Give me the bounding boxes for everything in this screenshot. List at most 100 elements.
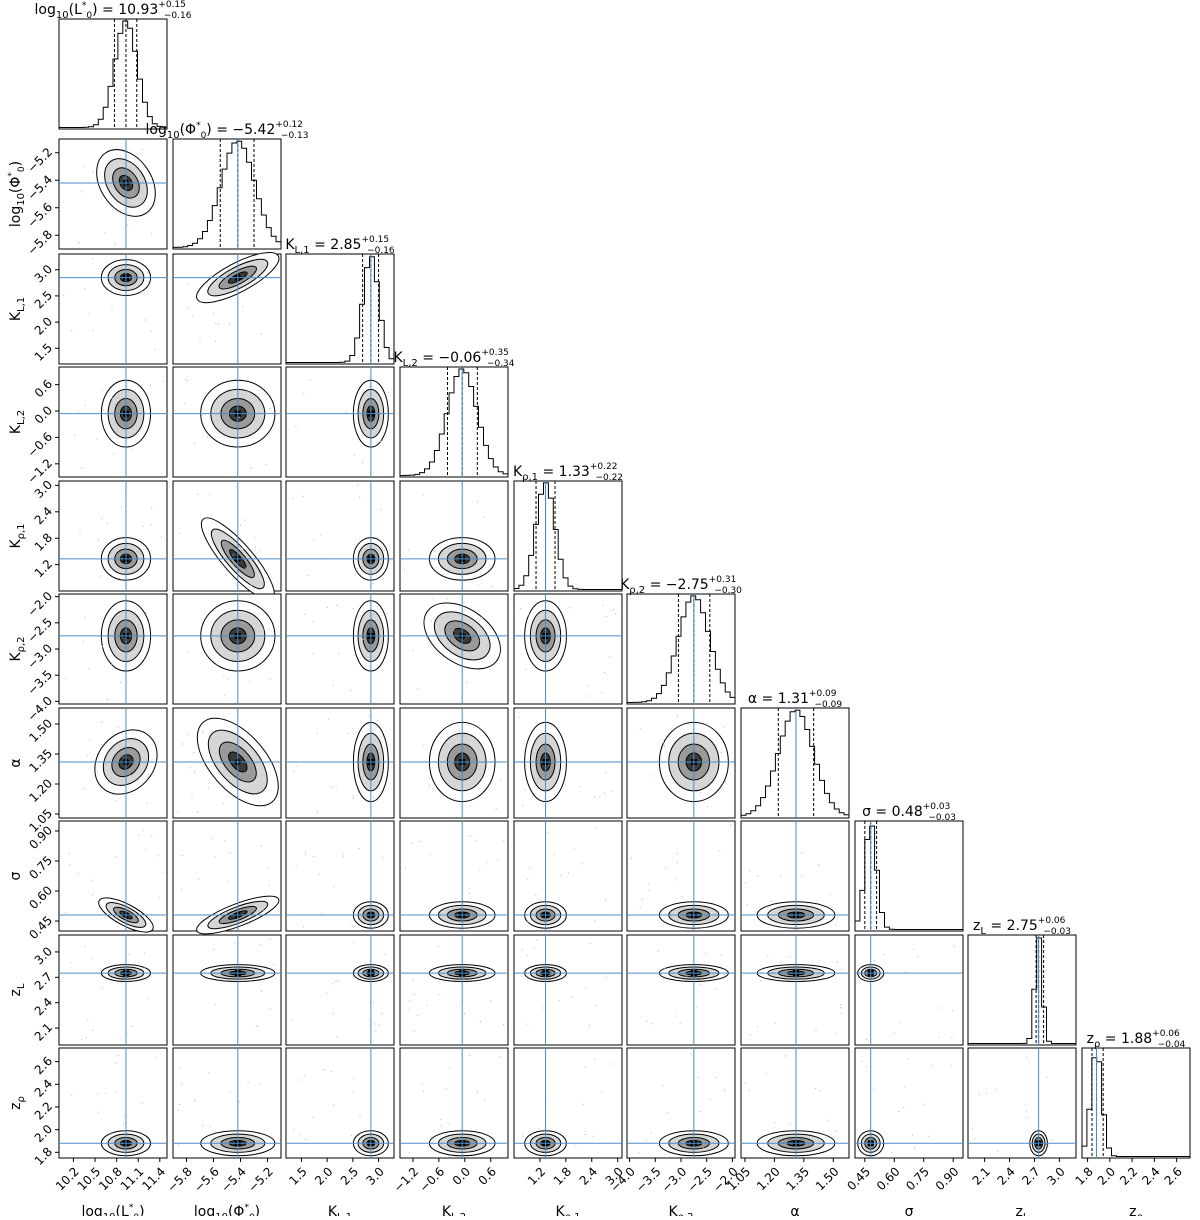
sample-point [423, 744, 425, 746]
sample-point [332, 1012, 334, 1015]
sample-point [417, 688, 419, 690]
sample-point [207, 436, 209, 438]
sample-point [500, 779, 502, 781]
sample-point [321, 913, 323, 915]
sample-point [584, 1134, 586, 1136]
sample-point [232, 967, 234, 969]
sample-point [156, 1057, 158, 1059]
sample-point [527, 1023, 529, 1025]
sample-point [120, 681, 122, 684]
sample-point [316, 810, 318, 813]
sample-point [872, 1089, 874, 1091]
sample-point [159, 896, 161, 898]
sample-point [84, 288, 86, 290]
sample-point [819, 1090, 821, 1092]
sample-point [193, 752, 195, 754]
x-axis-label-6: α [790, 1204, 799, 1216]
contour-panel-9-3 [399, 1047, 509, 1159]
x-tick-label: 2.4 [577, 1164, 600, 1187]
sample-point [428, 784, 431, 787]
sample-point [904, 1086, 906, 1088]
sample-point [469, 1055, 471, 1057]
sample-point [363, 634, 366, 636]
sample-point [438, 625, 440, 628]
sample-point [837, 917, 839, 919]
sample-point [293, 770, 295, 772]
sample-point [645, 1139, 647, 1142]
sample-point [903, 1106, 905, 1108]
sample-point [123, 177, 125, 179]
sample-point [352, 1091, 354, 1093]
sample-point [88, 668, 90, 670]
sample-point [912, 1134, 914, 1136]
sample-point [122, 756, 124, 758]
x-tick-label: 11.1 [118, 1164, 147, 1193]
sample-point [217, 278, 219, 280]
sample-point [242, 547, 244, 549]
sample-point [123, 1124, 125, 1126]
x-tick-label: 2.6 [1162, 1164, 1185, 1187]
y-tick-label: 0.45 [26, 913, 55, 942]
sample-point [995, 1088, 998, 1091]
sample-point [1051, 1139, 1053, 1141]
sample-point [260, 333, 262, 335]
sample-point [177, 810, 179, 812]
x-tick-label: 2.7 [1019, 1164, 1042, 1187]
sample-point [179, 1103, 181, 1106]
sample-point [985, 1092, 988, 1094]
sample-point [352, 608, 354, 610]
sample-point [295, 865, 297, 867]
sample-point [145, 612, 147, 614]
sample-point [744, 1082, 746, 1084]
sample-point [238, 1101, 240, 1103]
sample-point [440, 1125, 443, 1127]
sample-point [351, 924, 353, 927]
y-tick-label: 1.8 [32, 530, 55, 553]
sample-point [630, 857, 633, 859]
sample-point [522, 1136, 524, 1138]
sample-point [650, 1132, 652, 1134]
sample-point [119, 612, 121, 614]
sample-point [119, 1037, 121, 1039]
x-tick-label: 1.8 [1073, 1164, 1096, 1187]
sample-point [841, 969, 843, 971]
sample-point [489, 661, 491, 663]
sample-point [486, 861, 488, 863]
y-tick-label: 2.4 [32, 1077, 55, 1100]
sample-point [322, 1069, 324, 1071]
hist-panel-6-6 [740, 707, 850, 819]
sample-point [595, 828, 597, 830]
contour-panel-9-1 [172, 1047, 282, 1159]
sample-point [250, 467, 252, 469]
panel-frame [854, 820, 964, 932]
sample-point [657, 950, 660, 952]
sample-point [198, 878, 200, 880]
sample-point [387, 391, 389, 394]
sample-point [665, 866, 667, 868]
sample-point [457, 664, 459, 666]
sample-point [950, 1065, 952, 1067]
contour-panel-9-0 [58, 1047, 168, 1159]
sample-point [213, 948, 215, 951]
sample-point [697, 1076, 699, 1078]
hist-title-0: log10(L*0) = 10.93+0.15 −0.16 [35, 0, 192, 21]
y-tick-label: 2.4 [32, 504, 55, 527]
hist-title-7: σ = 0.48+0.03 −0.03 [862, 802, 956, 823]
x-axis-label-0: log10(L*0) [81, 1203, 144, 1216]
sample-point [430, 620, 432, 622]
contour-panel-6-0 [58, 707, 168, 819]
sample-point [479, 1020, 481, 1023]
sample-point [89, 738, 91, 741]
sample-point [187, 284, 189, 286]
sample-point [69, 864, 71, 866]
sample-point [458, 730, 460, 732]
sample-point [553, 853, 555, 855]
sample-point [353, 1078, 355, 1080]
sample-point [476, 1091, 478, 1093]
sample-point [196, 811, 199, 813]
sample-point [481, 616, 483, 618]
sample-point [522, 1133, 524, 1135]
histogram-steps [172, 140, 282, 249]
sample-point [588, 1024, 591, 1026]
sample-point [263, 628, 265, 630]
